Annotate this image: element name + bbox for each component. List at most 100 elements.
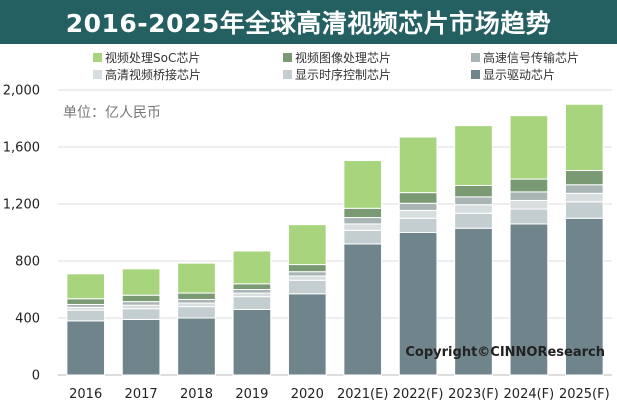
x-tick-label: 2020 — [291, 387, 324, 402]
x-tick-label: 2019 — [235, 387, 268, 402]
y-tick-label: 1,600 — [3, 141, 40, 156]
bar-segment — [287, 271, 327, 277]
bar-stack — [564, 103, 604, 376]
bar-segment — [509, 199, 549, 210]
bar-segment — [398, 136, 438, 194]
bar-segment — [454, 196, 493, 206]
x-tick-label: 2016 — [69, 387, 102, 402]
y-tick-label: 1,200 — [3, 198, 40, 213]
bar-segment — [564, 201, 604, 219]
bar-segment — [232, 308, 272, 376]
x-tick-label: 2025(F) — [559, 387, 610, 402]
legend-swatch — [93, 70, 102, 79]
legend-item: 高速信号传输芯片 — [471, 50, 579, 65]
bar-segment — [177, 302, 216, 308]
x-tick-label: 2021(E) — [337, 387, 388, 402]
bar-segment — [287, 224, 327, 266]
legend-item: 显示时序控制芯片 — [283, 67, 391, 82]
bar-segment — [564, 170, 604, 186]
legend-item: 视频处理SoC芯片 — [93, 50, 200, 65]
x-axis-ticks: 2016 2017 2018 2019 2020 2021(E) 2022(F) 2023(F… — [69, 387, 610, 402]
legend-label: 高清视频桥接芯片 — [105, 67, 201, 82]
copyright-text: Copyright©CINNOResearch — [405, 345, 605, 360]
legend-label: 高速信号传输芯片 — [483, 50, 579, 65]
bar-segment — [564, 103, 604, 172]
bar-segment — [121, 308, 161, 320]
bar-segment — [66, 320, 106, 376]
bar-segment — [121, 304, 161, 310]
bar-segment — [343, 223, 383, 231]
legend-label: 视频图像处理芯片 — [295, 50, 391, 65]
bar-segment — [287, 279, 327, 295]
bar-segment — [121, 294, 161, 303]
y-tick-label: 0 — [32, 369, 40, 384]
legend-swatch — [283, 70, 292, 79]
bar-segment — [398, 192, 438, 204]
bar-stack — [232, 250, 272, 376]
bar-segment — [398, 202, 438, 211]
legend-label: 显示时序控制芯片 — [295, 67, 391, 82]
x-tick-label: 2018 — [180, 387, 213, 402]
bar-segment — [232, 250, 272, 285]
bar-segment — [66, 298, 106, 305]
bar-segment — [343, 217, 383, 225]
bar-segment — [177, 298, 216, 304]
bar-segment — [343, 229, 383, 245]
legend-swatch — [283, 53, 292, 62]
bar-segment — [343, 243, 383, 376]
bar-segment — [232, 292, 272, 298]
bars — [66, 103, 604, 376]
bar-segment — [287, 264, 327, 273]
bar-segment — [509, 115, 549, 180]
bar-stack — [343, 160, 383, 376]
x-tick-label: 2023(F) — [448, 387, 499, 402]
bar-segment — [564, 184, 604, 194]
bar-segment — [121, 301, 161, 306]
bar-segment — [177, 262, 216, 294]
y-tick-label: 400 — [15, 312, 40, 327]
bar-segment — [66, 273, 106, 300]
bar-segment — [509, 223, 549, 376]
unit-label: 单位：亿人民币 — [63, 105, 161, 121]
bar-stack — [121, 268, 161, 376]
legend-item: 显示驱动芯片 — [471, 68, 555, 82]
bar-segment — [509, 178, 549, 193]
legend-label: 视频处理SoC芯片 — [105, 50, 200, 65]
bar-segment — [232, 283, 272, 290]
bar-segment — [398, 209, 438, 219]
chart-title: 2016-2025年全球高清视频芯片市场趋势 — [65, 9, 552, 38]
legend-swatch — [471, 53, 480, 62]
bar-segment — [232, 289, 272, 294]
bar-segment — [454, 227, 493, 376]
bar-segment — [454, 125, 493, 186]
bar-segment — [564, 192, 604, 203]
y-tick-label: 2,000 — [3, 84, 40, 99]
bar-segment — [287, 275, 327, 281]
bar-stack — [398, 136, 438, 376]
bar-segment — [121, 318, 161, 376]
bar-segment — [564, 217, 604, 376]
bar-segment — [509, 208, 549, 225]
bar-stack — [177, 262, 216, 376]
bar-segment — [454, 204, 493, 214]
bar-segment — [177, 317, 216, 376]
bar-segment — [454, 184, 493, 198]
bar-stack — [287, 224, 327, 376]
bar-segment — [66, 309, 106, 322]
bar-segment — [398, 232, 438, 376]
x-tick-label: 2017 — [125, 387, 158, 402]
x-tick-label: 2024(F) — [504, 387, 555, 402]
legend-swatch — [93, 53, 102, 62]
bar-segment — [398, 217, 438, 233]
bar-stack — [509, 115, 549, 376]
legend-swatch — [471, 70, 480, 79]
bar-segment — [232, 296, 272, 310]
legend-item: 高清视频桥接芯片 — [93, 67, 201, 82]
bar-segment — [509, 191, 549, 201]
bar-segment — [343, 207, 383, 219]
title-bar: 2016-2025年全球高清视频芯片市场趋势 — [0, 0, 617, 44]
x-tick-label: 2022(F) — [393, 387, 444, 402]
